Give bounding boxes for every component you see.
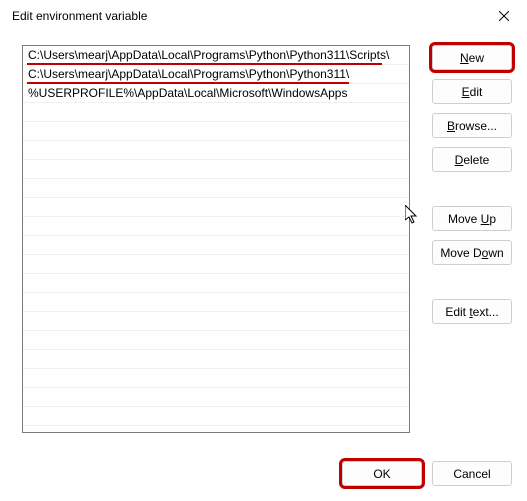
move-down-button[interactable]: Move Down (432, 240, 512, 265)
window-title: Edit environment variable (12, 9, 147, 23)
list-item-empty[interactable] (23, 236, 409, 255)
new-button[interactable]: New (432, 45, 512, 70)
list-item-empty[interactable] (23, 369, 409, 388)
delete-button-rest: elete (463, 153, 489, 167)
delete-button[interactable]: Delete (432, 147, 512, 172)
movedown-prefix: Move D (440, 246, 481, 260)
side-button-column: New Edit Browse... Delete Move Up Move D… (432, 45, 512, 333)
edit-button-rest: dit (470, 85, 483, 99)
list-item-empty[interactable] (23, 103, 409, 122)
list-item-empty[interactable] (23, 122, 409, 141)
cancel-button[interactable]: Cancel (432, 461, 512, 486)
list-item-empty[interactable] (23, 160, 409, 179)
browse-button-rest: rowse... (455, 119, 497, 133)
browse-button[interactable]: Browse... (432, 113, 512, 138)
edit-button-accel: E (462, 85, 470, 99)
edittext-rest: ext... (473, 305, 499, 319)
moveup-prefix: Move (448, 212, 481, 226)
new-button-rest: ew (469, 51, 484, 65)
list-item[interactable]: %USERPROFILE%\AppData\Local\Microsoft\Wi… (23, 84, 409, 103)
list-item[interactable]: C:\Users\mearj\AppData\Local\Programs\Py… (23, 65, 409, 84)
list-item-empty[interactable] (23, 293, 409, 312)
list-item-empty[interactable] (23, 350, 409, 369)
list-item-empty[interactable] (23, 179, 409, 198)
list-item-empty[interactable] (23, 141, 409, 160)
titlebar: Edit environment variable (0, 0, 527, 32)
edit-button[interactable]: Edit (432, 79, 512, 104)
edit-text-button[interactable]: Edit text... (432, 299, 512, 324)
list-item-empty[interactable] (23, 198, 409, 217)
list-item[interactable]: C:\Users\mearj\AppData\Local\Programs\Py… (23, 46, 409, 65)
list-item-empty[interactable] (23, 388, 409, 407)
ok-button[interactable]: OK (342, 461, 422, 486)
browse-button-accel: B (447, 119, 455, 133)
moveup-rest: p (489, 212, 496, 226)
close-button[interactable] (481, 0, 527, 32)
list-item-empty[interactable] (23, 407, 409, 426)
movedown-rest: wn (488, 246, 503, 260)
list-item-empty[interactable] (23, 331, 409, 350)
path-listbox[interactable]: C:\Users\mearj\AppData\Local\Programs\Py… (22, 45, 410, 433)
dialog-window: Edit environment variable C:\Users\mearj… (0, 0, 527, 501)
delete-button-accel: D (455, 153, 464, 167)
list-item-empty[interactable] (23, 274, 409, 293)
list-item-empty[interactable] (23, 312, 409, 331)
move-up-button[interactable]: Move Up (432, 206, 512, 231)
bottom-button-row: OK Cancel (342, 461, 512, 486)
edittext-prefix: Edit (445, 305, 469, 319)
close-icon (499, 11, 509, 21)
content-area: C:\Users\mearj\AppData\Local\Programs\Py… (22, 45, 512, 486)
list-item-empty[interactable] (23, 255, 409, 274)
new-button-accel: N (460, 51, 469, 65)
list-item-empty[interactable] (23, 217, 409, 236)
